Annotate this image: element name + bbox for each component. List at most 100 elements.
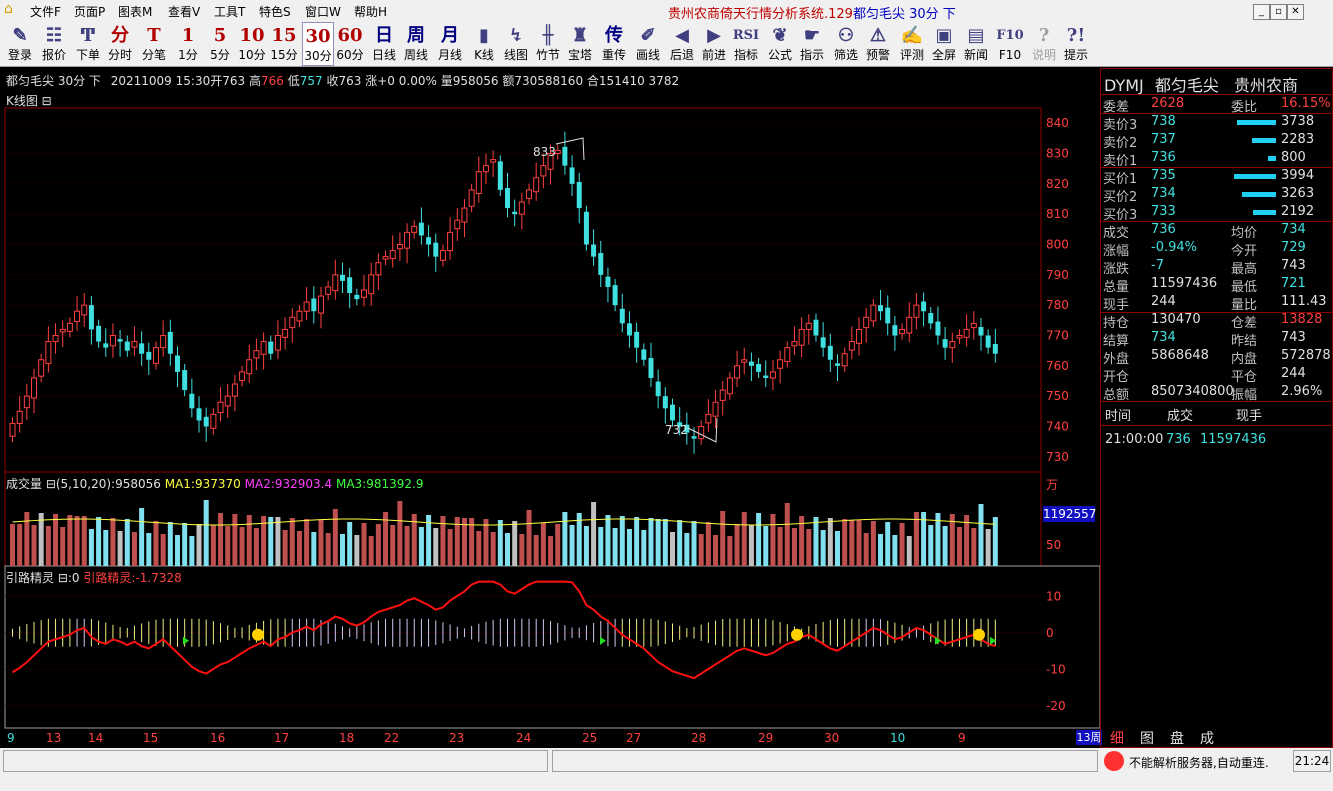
volume-bar: [38, 513, 44, 566]
toolbar-tick-button[interactable]: T 分笔: [138, 22, 170, 66]
kline-low-mark: 732: [665, 423, 688, 437]
volume-bar: [698, 534, 704, 566]
toolbar-hint-button[interactable]: ☛ 指示: [796, 22, 828, 66]
volume-ma1-line: [12, 518, 996, 526]
toolbar-timeshare-button[interactable]: 分分时: [104, 22, 136, 66]
toolbar-news-icon: ▤: [967, 25, 985, 46]
ask-volume: 800: [1281, 150, 1306, 165]
stat-label: 今开: [1231, 244, 1258, 259]
toolbar-forward-button[interactable]: ▶ 前进: [698, 22, 730, 66]
volume-bar: [928, 525, 934, 566]
maximize-button[interactable]: ▫: [1270, 4, 1287, 20]
volume-bar: [483, 519, 489, 566]
toolbar-30min-button[interactable]: 30 30分: [302, 22, 334, 66]
candle: [109, 335, 116, 347]
volume-bar: [418, 527, 424, 566]
volume-bar: [741, 512, 747, 566]
toolbar-back-button[interactable]: ◀ 后退: [666, 22, 698, 66]
toolbar-quote-button[interactable]: ☷ 报价: [38, 22, 70, 66]
toolbar-monthly-button[interactable]: 月月线: [434, 22, 466, 66]
candle: [361, 289, 368, 298]
menu-chart[interactable]: 图表M: [118, 5, 153, 19]
toolbar-f10-label: F10: [998, 48, 1022, 62]
toolbar-indicator-button[interactable]: RSI 指标: [730, 22, 762, 66]
candle: [583, 211, 589, 245]
toolbar-bamboo-button[interactable]: ╫ 竹节: [532, 22, 564, 66]
toolbar-tips-label: 提示: [1063, 48, 1088, 62]
x-axis-label: 23: [449, 731, 465, 745]
close-button[interactable]: ✕: [1287, 4, 1304, 20]
volume-label: 成交量 ⊟(5,10,20): [6, 477, 112, 491]
toolbar-login-button[interactable]: ✎ 登录: [4, 22, 36, 66]
x-axis-label: 28: [691, 731, 707, 745]
quote-tab[interactable]: 图: [1140, 731, 1154, 747]
menu-special[interactable]: 特色S: [259, 5, 291, 19]
toolbar-filter-label: 筛选: [833, 48, 858, 62]
toolbar-alert-button[interactable]: ⚠ 预警: [862, 22, 894, 66]
quote-name: 都匀毛尖: [1154, 76, 1219, 95]
kline-high-mark: 833: [533, 145, 556, 159]
toolbar-evaluate-button[interactable]: ✍ 评测: [896, 22, 928, 66]
toolbar-60min-button[interactable]: 60 60分: [334, 22, 366, 66]
info-amt: 730588160: [514, 74, 584, 88]
volume-bar: [440, 516, 446, 566]
toolbar-kline-button[interactable]: ▮ K线: [468, 22, 500, 66]
stat-value: 721: [1281, 276, 1306, 291]
chart-area[interactable]: 840 830 820 810 800 790 780 770 760 750 740 730 10 0…: [0, 88, 1100, 748]
kline-ytick: 840: [1046, 116, 1069, 130]
menu-window[interactable]: 窗口W: [305, 5, 341, 19]
toolbar-tower-button[interactable]: ♜ 宝塔: [564, 22, 596, 66]
volume-bar: [935, 513, 941, 566]
volume-bar: [239, 527, 245, 566]
stat-value: 130470: [1151, 312, 1201, 327]
toolbar-f10-button[interactable]: F10 F10: [994, 22, 1026, 66]
kline-ytick: 760: [1046, 359, 1069, 373]
toolbar-retransmit-button[interactable]: 传重传: [598, 22, 630, 66]
candle: [820, 337, 826, 348]
volume-bar: [404, 526, 410, 566]
toolbar-evaluate-label: 评测: [899, 48, 924, 62]
toolbar-weekly-button[interactable]: 周周线: [400, 22, 432, 66]
toolbar-linechart-button[interactable]: ↯ 线图: [500, 22, 532, 66]
menu-help[interactable]: 帮助H: [354, 5, 388, 19]
candle: [985, 335, 991, 348]
menu-file[interactable]: 文件F: [30, 5, 61, 19]
toolbar-order-button[interactable]: Ͳ 下单: [72, 22, 104, 66]
toolbar-10min-button[interactable]: 10 10分: [236, 22, 268, 66]
volume-bar: [232, 514, 238, 566]
status-message: 不能解析服务器,自动重连.: [1129, 756, 1269, 770]
quote-info-line: 都匀毛尖 30分 下 20211009 15:30开763 高766 低757 …: [0, 68, 1100, 88]
toolbar-fullscreen-button[interactable]: ▣ 全屏: [928, 22, 960, 66]
toolbar-login-label: 登录: [7, 48, 32, 62]
toolbar-draw-button[interactable]: ✐ 画线: [632, 22, 664, 66]
candle: [139, 343, 145, 354]
menu-page[interactable]: 页面P: [74, 5, 106, 19]
toolbar-daily-button[interactable]: 日日线: [368, 22, 400, 66]
connection-status-icon: [1104, 751, 1124, 771]
toolbar-tips-button[interactable]: ?! 提示: [1060, 22, 1092, 66]
toolbar-filter-button[interactable]: ⚇ 筛选: [830, 22, 862, 66]
volume-bar: [526, 510, 532, 566]
volume-bar: [813, 517, 819, 566]
candle: [741, 359, 748, 363]
volume-bar: [454, 517, 460, 566]
menu-view[interactable]: 查看V: [168, 5, 201, 19]
toolbar-formula-button[interactable]: ❦ 公式: [764, 22, 796, 66]
stat-value: 5868648: [1151, 348, 1209, 363]
title-system: 贵州农商倚天行情分析系统.129: [668, 7, 853, 22]
toolbar-formula-icon: ❦: [772, 25, 788, 46]
menu-tools[interactable]: 工具T: [214, 5, 246, 19]
toolbar-forward-label: 前进: [701, 48, 726, 62]
quote-divider: [1101, 312, 1332, 313]
kline-title[interactable]: K线图 ⊟: [6, 94, 52, 108]
toolbar-explain-button[interactable]: ? 说明: [1028, 22, 1060, 66]
toolbar-1min-button[interactable]: 1 1分: [172, 22, 204, 66]
candle: [712, 401, 719, 417]
minimize-button[interactable]: _: [1253, 4, 1270, 20]
toolbar-15min-button[interactable]: 15 15分: [268, 22, 300, 66]
toolbar-5min-button[interactable]: 5 5分: [204, 22, 236, 66]
quote-tab[interactable]: 细: [1110, 731, 1124, 747]
quote-tab[interactable]: 盘: [1170, 731, 1184, 747]
quote-tab[interactable]: 成: [1200, 731, 1214, 747]
toolbar-news-button[interactable]: ▤ 新闻: [960, 22, 992, 66]
